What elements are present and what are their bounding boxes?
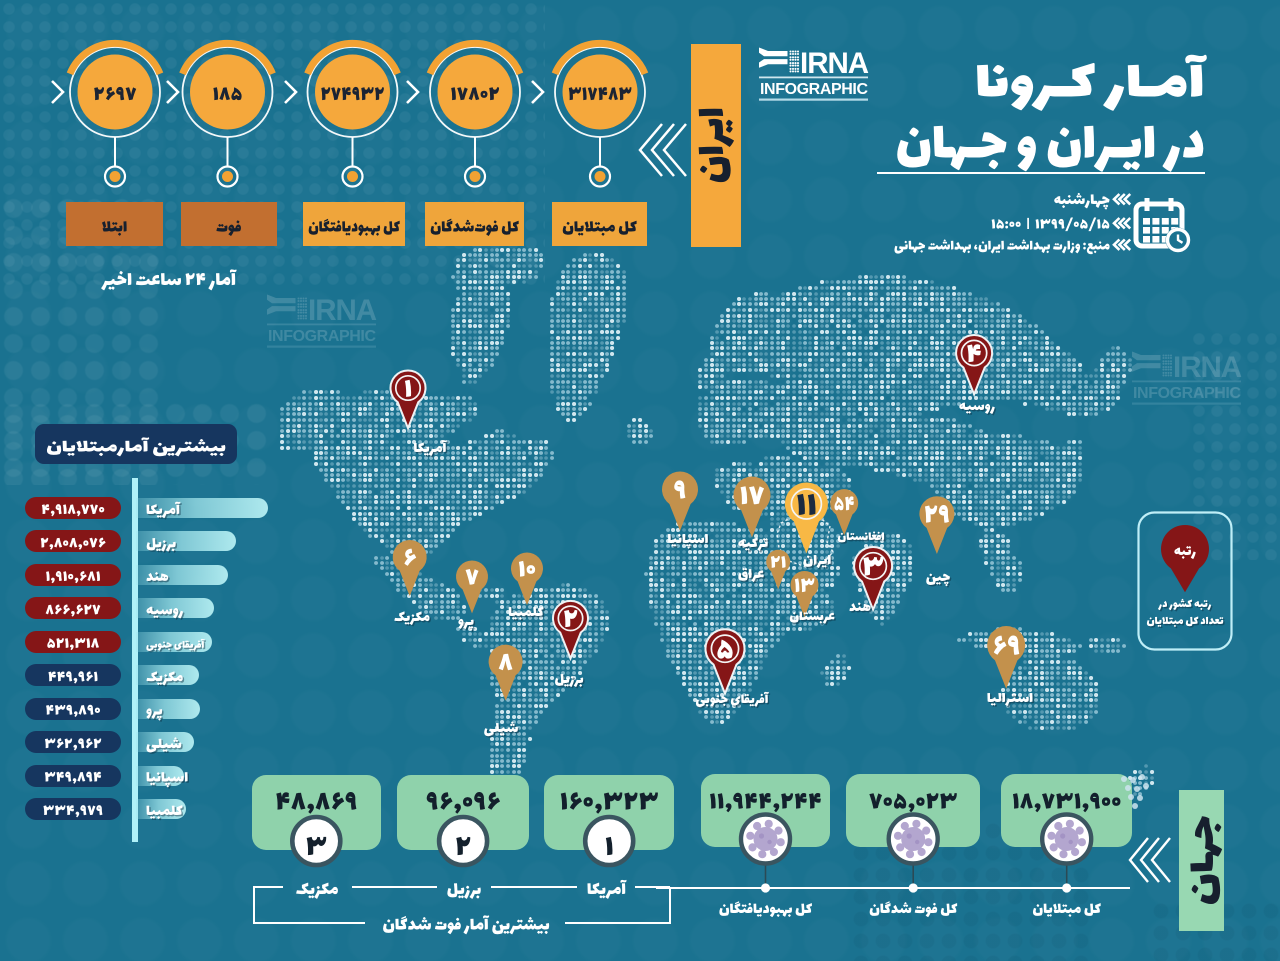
svg-text:INFOGRAPHIC: INFOGRAPHIC [1133, 385, 1241, 402]
svg-text:INFOGRAPHIC: INFOGRAPHIC [760, 81, 868, 98]
svg-text:INFOGRAPHIC: INFOGRAPHIC [268, 328, 376, 345]
svg-text:IRNA: IRNA [308, 294, 377, 327]
svg-text:IRNA: IRNA [800, 47, 869, 80]
svg-text:IRNA: IRNA [1173, 351, 1242, 384]
